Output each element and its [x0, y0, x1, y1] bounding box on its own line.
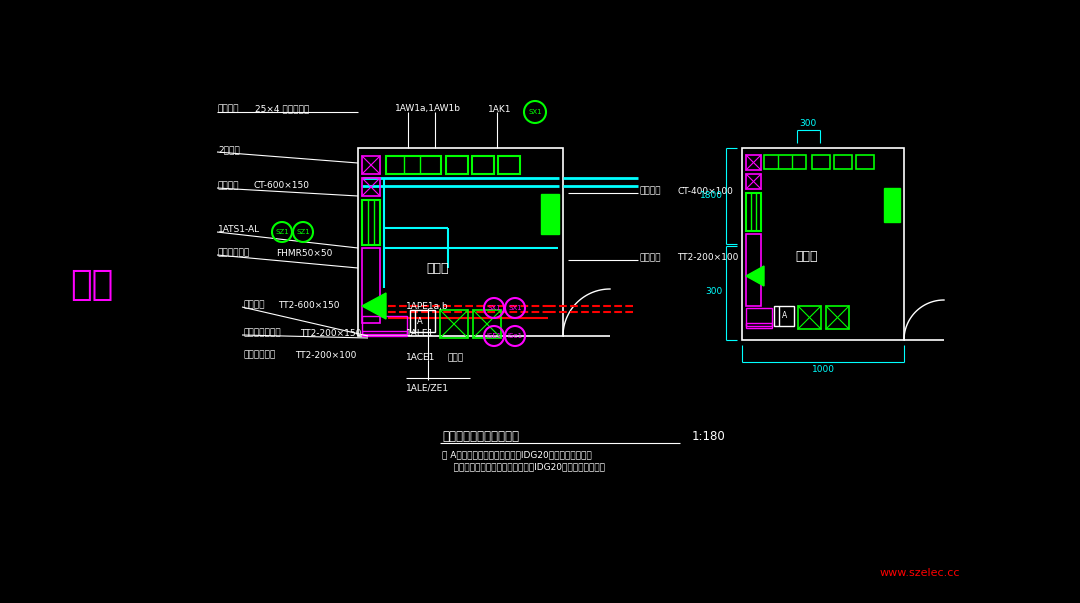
Text: 防火密闭插筱: 防火密闭插筱	[218, 248, 251, 257]
Text: 强电间内主桥架: 强电间内主桥架	[243, 329, 281, 338]
Text: 上下锁: 上下锁	[448, 353, 464, 362]
Bar	[362, 200, 380, 245]
Text: 垂直桥架: 垂直桥架	[243, 300, 265, 309]
Text: 300: 300	[705, 288, 723, 297]
Text: 垂直桥架: 垂直桥架	[218, 182, 240, 191]
Text: 强置电气火灾探测器的配电筱采用IDG20与控制线槽敟设。: 强置电气火灾探测器的配电筱采用IDG20与控制线槽敟设。	[442, 463, 605, 472]
Polygon shape	[362, 293, 386, 319]
Bar	[362, 316, 407, 334]
Text: 2根导线: 2根导线	[218, 145, 240, 154]
Text: 1000: 1000	[811, 365, 835, 374]
Text: 1APE1a,b: 1APE1a,b	[406, 302, 448, 311]
Bar	[746, 155, 761, 170]
Text: 强电间: 强电间	[427, 262, 449, 274]
Bar	[798, 306, 821, 329]
Bar	[834, 155, 852, 169]
Text: FHMR50×50: FHMR50×50	[276, 248, 333, 257]
Text: 樱层桥架: 樱层桥架	[640, 186, 661, 195]
Text: 1AK1: 1AK1	[488, 104, 512, 113]
Bar	[440, 310, 468, 338]
Bar	[856, 155, 874, 169]
Text: 1ACE1: 1ACE1	[406, 353, 435, 362]
Bar	[742, 148, 904, 340]
Bar	[472, 156, 494, 174]
Text: ISe1: ISe1	[508, 333, 523, 339]
Bar	[812, 155, 831, 169]
Bar	[774, 306, 794, 326]
Bar	[826, 306, 849, 329]
Bar	[498, 156, 519, 174]
Text: 300: 300	[799, 119, 816, 128]
Text: CT-400×100: CT-400×100	[677, 186, 733, 195]
Text: SX1: SX1	[528, 109, 542, 115]
Text: 强电间: 强电间	[796, 250, 819, 262]
Text: TT2-600×150: TT2-600×150	[278, 300, 339, 309]
Text: SX1: SX1	[509, 305, 522, 311]
Bar	[746, 234, 761, 306]
Bar	[746, 323, 772, 328]
Text: 裙房: 裙房	[70, 268, 113, 302]
Bar	[362, 331, 407, 336]
Text: 25×4 热镇锌扁铜: 25×4 热镇锌扁铜	[255, 104, 309, 113]
Bar	[357, 148, 563, 336]
Bar	[746, 193, 761, 231]
Text: SX1: SX1	[487, 305, 501, 311]
Text: A: A	[417, 317, 423, 326]
Text: 整合分支桥架: 整合分支桥架	[243, 350, 275, 359]
Bar	[541, 194, 559, 234]
Text: TT2-200×100: TT2-200×100	[295, 350, 356, 359]
Bar	[362, 248, 380, 323]
Bar	[764, 155, 806, 169]
Text: 1ATS1-AL: 1ATS1-AL	[218, 226, 260, 235]
Text: 1:180: 1:180	[692, 431, 726, 443]
Bar	[746, 174, 761, 189]
Text: 1ALE1: 1ALE1	[406, 329, 434, 338]
Text: TT2-200×100: TT2-200×100	[677, 253, 739, 262]
Bar	[446, 156, 468, 174]
Text: 注 A型应急照明集中电源筱采用IDG20与控制线槽敟设，: 注 A型应急照明集中电源筱采用IDG20与控制线槽敟设，	[442, 450, 592, 459]
Bar	[885, 188, 900, 222]
Text: 1ALE/ZE1: 1ALE/ZE1	[406, 384, 449, 393]
Text: 接地干线: 接地干线	[218, 104, 240, 113]
Bar	[386, 156, 441, 174]
Text: 1800: 1800	[700, 192, 723, 201]
Polygon shape	[746, 266, 764, 286]
Text: 裙房商业强电间布置详图: 裙房商业强电间布置详图	[442, 431, 519, 443]
Text: 1AW1a,1AW1b: 1AW1a,1AW1b	[395, 104, 461, 113]
Text: ISE1: ISE1	[486, 333, 501, 339]
Bar	[746, 308, 772, 326]
Bar	[410, 310, 435, 332]
Text: SZ1: SZ1	[275, 229, 288, 235]
Bar	[362, 178, 380, 196]
Text: A: A	[782, 312, 787, 321]
Text: www.szelec.cc: www.szelec.cc	[880, 568, 960, 578]
Text: CT-600×150: CT-600×150	[254, 182, 310, 191]
Bar	[362, 156, 380, 174]
Text: TT2-200×150: TT2-200×150	[300, 329, 362, 338]
Bar	[473, 310, 501, 338]
Text: SZ1: SZ1	[296, 229, 310, 235]
Text: 樱层桥架: 樱层桥架	[640, 253, 661, 262]
